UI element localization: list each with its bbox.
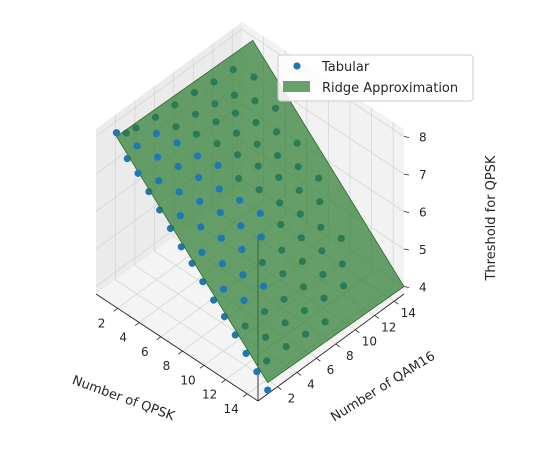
x-tick-mark: [113, 307, 118, 312]
z-axis-ticks: 4 5 6 7 8: [403, 131, 427, 295]
x-tick-mark: [134, 322, 140, 326]
data-point: [176, 212, 184, 220]
z-tick-label: 6: [419, 206, 427, 220]
data-point: [237, 222, 245, 230]
legend-frame: [277, 54, 474, 102]
y-tick-mark: [335, 343, 341, 348]
y-tick-mark: [374, 315, 380, 319]
data-point: [214, 161, 222, 169]
y-tick-label: 2: [288, 392, 296, 406]
y-tick-label: 6: [327, 363, 335, 377]
y-tick-label: 10: [362, 335, 377, 349]
data-point: [218, 260, 226, 268]
legend-label-tabular: Tabular: [321, 60, 370, 75]
surface-mesh-line: [225, 59, 377, 306]
y-tick-label: 12: [381, 320, 396, 334]
z-tick-label: 4: [419, 281, 427, 295]
data-point: [219, 285, 228, 293]
y-tick-mark: [296, 372, 302, 376]
y-tick-label: 4: [307, 377, 315, 391]
data-point: [264, 386, 272, 394]
surface-mesh-line: [237, 237, 374, 334]
surface-mesh-line: [198, 78, 350, 326]
data-point: [240, 296, 248, 304]
surface-mesh-line: [239, 49, 391, 297]
x-axis-line: [95, 293, 259, 402]
x-tick-mark: [156, 336, 162, 341]
x-tick-mark: [242, 393, 248, 398]
z-tick-mark: [403, 136, 410, 138]
z-tick-label: 5: [419, 243, 427, 257]
x-tick-mark: [199, 365, 205, 369]
data-point: [216, 209, 224, 217]
surface-mesh-line: [252, 261, 389, 359]
data-point: [239, 271, 247, 279]
y-tick-mark: [316, 357, 321, 362]
data-point: [112, 129, 121, 137]
grid-line-y-floor: [115, 279, 278, 388]
x-tick-mark: [221, 379, 226, 383]
x-tick-label: 2: [98, 316, 106, 330]
y-tick-label: 14: [401, 306, 416, 320]
surface-mesh-line: [207, 187, 344, 285]
data-point: [152, 129, 161, 138]
data-point: [155, 177, 163, 185]
x-tick-label: 10: [180, 373, 195, 387]
x-tick-label: 12: [202, 388, 217, 402]
surface-mesh-line: [222, 212, 359, 309]
data-point: [256, 209, 264, 217]
data-point: [173, 139, 181, 147]
data-point: [196, 197, 204, 205]
z-tick-label: 8: [419, 131, 427, 145]
data-point: [198, 248, 206, 256]
y-axis-line: [257, 293, 405, 402]
data-point: [194, 152, 202, 160]
z-tick-mark: [403, 211, 410, 213]
scatter-points-front: [112, 129, 268, 304]
x-tick-label: 6: [141, 345, 149, 359]
data-point: [238, 245, 246, 253]
y-axis-label: Number of QAM16: [328, 349, 438, 425]
z-axis-label: Threshold for QPSK: [484, 155, 499, 282]
y-tick-mark: [277, 386, 282, 391]
legend: Tabular Ridge Approximation: [277, 54, 474, 102]
x-axis-label: Number of QPSK: [70, 373, 177, 424]
legend-patch-ridge: [283, 81, 310, 92]
legend-marker-tabular: [293, 62, 301, 70]
grid-line-z-left: [95, 29, 243, 137]
data-point: [215, 185, 223, 193]
surface-mesh-line: [211, 69, 364, 316]
z-tick-label: 7: [419, 168, 427, 182]
data-point: [257, 233, 265, 241]
x-tick-label: 14: [224, 402, 239, 416]
x-tick-label: 8: [163, 359, 171, 373]
data-point: [154, 153, 162, 161]
y-tick-label: 8: [346, 349, 354, 363]
data-point: [253, 368, 261, 376]
z-tick-mark: [403, 248, 410, 251]
data-point: [133, 142, 141, 150]
z-tick-mark: [403, 286, 410, 288]
legend-label-ridge: Ridge Approximation: [322, 81, 458, 96]
data-point: [174, 162, 182, 171]
y-tick-mark: [355, 329, 360, 333]
x-tick-label: 4: [119, 331, 127, 345]
data-point: [242, 349, 250, 357]
data-point: [259, 282, 268, 290]
y-tick-mark: [394, 300, 399, 305]
data-point: [195, 174, 203, 182]
z-tick-mark: [403, 173, 410, 176]
data-point: [197, 223, 205, 231]
data-point: [217, 234, 225, 242]
data-point: [134, 169, 142, 177]
data-point: [175, 188, 183, 196]
x-tick-mark: [178, 350, 183, 355]
data-point: [236, 196, 244, 204]
